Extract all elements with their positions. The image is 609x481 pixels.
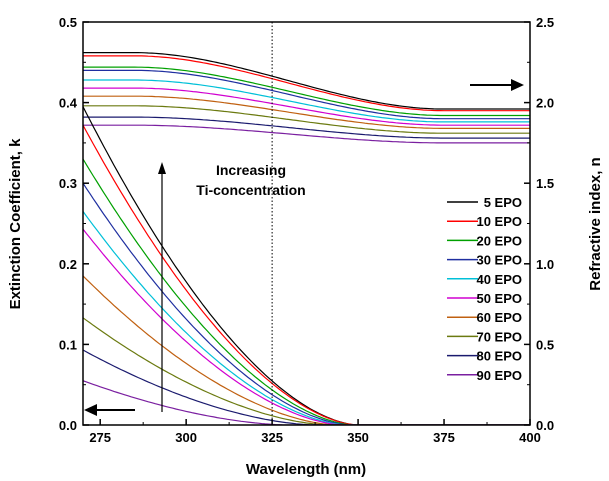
- k-curve: [83, 106, 530, 425]
- x-tick-label: 300: [175, 430, 197, 445]
- right-y-tick-label: 1.5: [536, 176, 554, 191]
- plot-frame: [82, 21, 531, 426]
- x-axis-title: Wavelength (nm): [246, 461, 366, 478]
- k-curve: [83, 182, 530, 425]
- n-curve: [83, 55, 530, 112]
- legend-label: 90 EPO: [476, 368, 522, 383]
- right-axis-arrow: [470, 79, 524, 91]
- legend-label: 30 EPO: [476, 253, 522, 268]
- x-tick-label: 350: [347, 430, 369, 445]
- legend-label: 5 EPO: [484, 195, 522, 210]
- n-curve: [83, 124, 530, 144]
- right-axis-title: Refractive index, n: [587, 157, 604, 290]
- k-curve: [83, 380, 530, 425]
- n-curve: [83, 69, 530, 120]
- left-y-tick-label: 0.3: [59, 176, 77, 191]
- k-curve: [83, 124, 530, 425]
- legend-label: 10 EPO: [476, 214, 522, 229]
- right-y-tick-label: 0.5: [536, 337, 554, 352]
- k-curve: [83, 317, 530, 425]
- left-y-tick-label: 0.4: [59, 96, 78, 111]
- k-curve: [83, 211, 530, 425]
- increasing-arrow: [158, 162, 166, 412]
- refractive-index-curves: [83, 51, 530, 144]
- n-curve: [83, 95, 530, 129]
- legend-label: 80 EPO: [476, 349, 522, 364]
- left-y-tick-label: 0.0: [59, 418, 77, 433]
- n-curve: [83, 87, 530, 126]
- left-y-tick-label: 0.1: [59, 337, 77, 352]
- left-axis-arrow: [84, 404, 135, 416]
- left-y-axis: 0.0 0.1 0.2 0.3 0.4 0.5: [59, 15, 89, 433]
- x-tick-label: 400: [519, 430, 541, 445]
- x-axis: 275 300 325 350 375 400: [89, 419, 541, 445]
- n-curve: [83, 51, 530, 110]
- k-curve: [83, 275, 530, 425]
- legend-label: 20 EPO: [476, 233, 522, 248]
- annotation-line-1: Increasing: [216, 162, 286, 178]
- left-axis-title: Extinction Coefficient, k: [7, 138, 24, 310]
- x-tick-label: 275: [89, 430, 111, 445]
- legend-label: 60 EPO: [476, 310, 522, 325]
- left-y-tick-label: 0.5: [59, 15, 77, 30]
- right-y-tick-label: 1.0: [536, 257, 554, 272]
- x-tick-label: 375: [433, 430, 455, 445]
- n-curve: [83, 116, 530, 139]
- n-curve: [83, 66, 530, 117]
- extinction-coefficient-curves: [83, 106, 530, 425]
- right-y-tick-label: 2.5: [536, 15, 554, 30]
- legend: 5 EPO 10 EPO 20 EPO 30 EPO 40 EPO 50 EPO 60 EP…: [447, 195, 522, 383]
- x-tick-label: 325: [261, 430, 283, 445]
- legend-label: 40 EPO: [476, 272, 522, 287]
- right-y-tick-label: 2.0: [536, 96, 554, 111]
- left-y-tick-label: 0.2: [59, 257, 77, 272]
- n-curve: [83, 79, 530, 123]
- n-curve: [83, 105, 530, 134]
- legend-label: 70 EPO: [476, 329, 522, 344]
- right-y-tick-label: 0.0: [536, 418, 554, 433]
- right-y-axis: 0.0 0.5 1.0 1.5 2.0 2.5: [524, 15, 554, 433]
- k-curve: [83, 158, 530, 425]
- legend-label: 50 EPO: [476, 291, 522, 306]
- k-curve: [83, 228, 530, 425]
- annotation-line-2: Ti-concentration: [196, 182, 305, 198]
